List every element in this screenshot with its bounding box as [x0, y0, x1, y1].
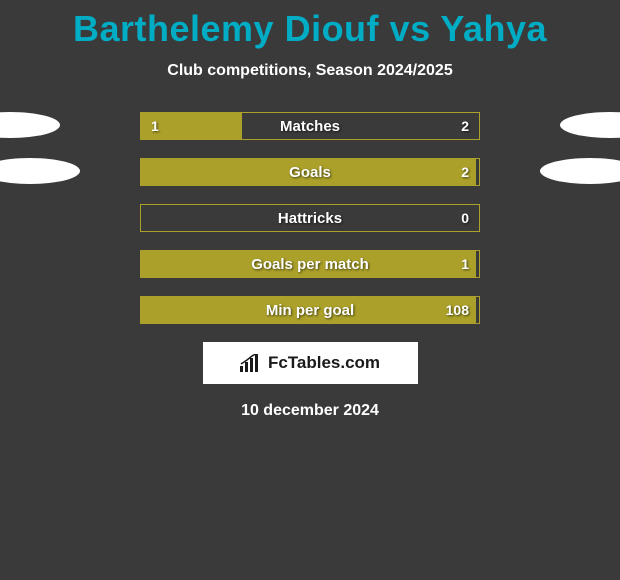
decorative-oval — [560, 112, 620, 138]
stat-bar: 1Matches2 — [140, 112, 480, 140]
stat-label: Matches — [141, 113, 479, 139]
subtitle: Club competitions, Season 2024/2025 — [0, 62, 620, 80]
stat-bar: Goals2 — [140, 158, 480, 186]
stat-right-value: 108 — [446, 297, 469, 323]
right-player-ovals — [560, 112, 620, 204]
page-title: Barthelemy Diouf vs Yahya — [0, 0, 620, 50]
chart-bars-icon — [240, 354, 262, 372]
brand-name: FcTables.com — [268, 353, 380, 373]
decorative-oval — [0, 112, 60, 138]
bars-container: 1Matches2Goals2Hattricks0Goals per match… — [140, 112, 480, 324]
stat-right-value: 2 — [461, 159, 469, 185]
stat-right-value: 0 — [461, 205, 469, 231]
decorative-oval — [0, 158, 80, 184]
snapshot-date: 10 december 2024 — [0, 402, 620, 420]
stat-label: Goals — [141, 159, 479, 185]
stat-label: Hattricks — [141, 205, 479, 231]
brand-logo-box: FcTables.com — [203, 342, 418, 384]
stat-bar: Hattricks0 — [140, 204, 480, 232]
stat-label: Min per goal — [141, 297, 479, 323]
stat-right-value: 1 — [461, 251, 469, 277]
stat-bar: Goals per match1 — [140, 250, 480, 278]
decorative-oval — [540, 158, 620, 184]
stat-bar: Min per goal108 — [140, 296, 480, 324]
left-player-ovals — [0, 112, 80, 204]
stat-label: Goals per match — [141, 251, 479, 277]
stat-right-value: 2 — [461, 113, 469, 139]
comparison-chart: 1Matches2Goals2Hattricks0Goals per match… — [0, 112, 620, 420]
